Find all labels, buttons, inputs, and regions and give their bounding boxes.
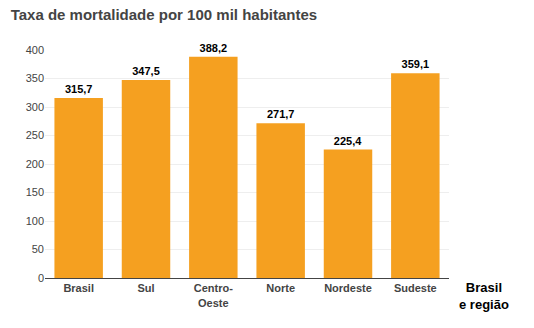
svg-text:388,2: 388,2 — [200, 42, 228, 54]
svg-text:225,4: 225,4 — [334, 135, 362, 147]
svg-text:100: 100 — [26, 215, 44, 227]
svg-text:271,7: 271,7 — [267, 108, 295, 120]
svg-text:Nordeste: Nordeste — [324, 282, 372, 294]
svg-text:347,5: 347,5 — [132, 65, 160, 77]
svg-text:315,7: 315,7 — [65, 83, 93, 95]
svg-text:Sudeste: Sudeste — [394, 282, 437, 294]
svg-text:359,1: 359,1 — [402, 58, 430, 70]
svg-text:250: 250 — [26, 129, 44, 141]
svg-text:Centro-Oeste: Centro-Oeste — [194, 282, 233, 308]
svg-text:50: 50 — [32, 243, 44, 255]
svg-text:200: 200 — [26, 158, 44, 170]
svg-text:Sul: Sul — [137, 282, 154, 294]
svg-text:Norte: Norte — [266, 282, 295, 294]
svg-text:0: 0 — [38, 272, 44, 284]
svg-text:Taxa de mortalidade por 100 mi: Taxa de mortalidade por 100 mil habitant… — [11, 6, 317, 23]
svg-text:400: 400 — [26, 44, 44, 56]
svg-text:Brasil: Brasil — [63, 282, 94, 294]
svg-text:Brasile região: Brasile região — [459, 280, 509, 312]
svg-text:350: 350 — [26, 72, 44, 84]
svg-text:150: 150 — [26, 186, 44, 198]
svg-text:300: 300 — [26, 101, 44, 113]
